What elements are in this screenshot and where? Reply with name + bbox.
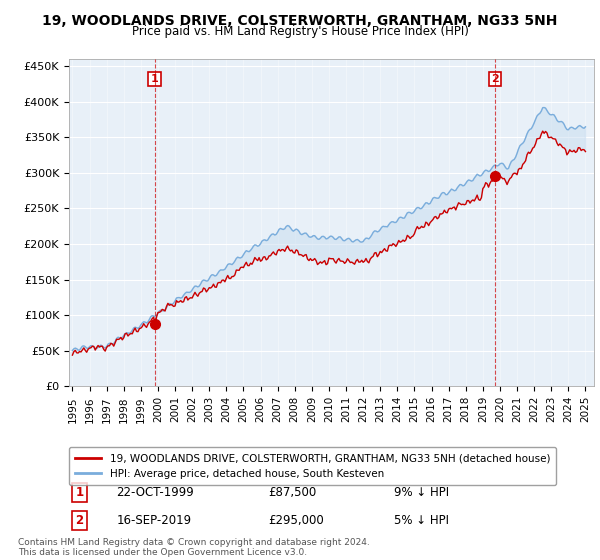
Text: Price paid vs. HM Land Registry's House Price Index (HPI): Price paid vs. HM Land Registry's House …: [131, 25, 469, 38]
Text: 1: 1: [151, 74, 158, 84]
Legend: 19, WOODLANDS DRIVE, COLSTERWORTH, GRANTHAM, NG33 5NH (detached house), HPI: Ave: 19, WOODLANDS DRIVE, COLSTERWORTH, GRANT…: [69, 447, 556, 485]
Text: £295,000: £295,000: [269, 514, 324, 527]
Text: 1: 1: [76, 487, 83, 500]
Text: 2: 2: [76, 514, 83, 527]
Text: 2: 2: [491, 74, 499, 84]
Text: £87,500: £87,500: [269, 487, 317, 500]
Text: Contains HM Land Registry data © Crown copyright and database right 2024.
This d: Contains HM Land Registry data © Crown c…: [18, 538, 370, 557]
Text: 9% ↓ HPI: 9% ↓ HPI: [395, 487, 449, 500]
Text: 5% ↓ HPI: 5% ↓ HPI: [395, 514, 449, 527]
Text: 19, WOODLANDS DRIVE, COLSTERWORTH, GRANTHAM, NG33 5NH: 19, WOODLANDS DRIVE, COLSTERWORTH, GRANT…: [43, 14, 557, 28]
Text: 22-OCT-1999: 22-OCT-1999: [116, 487, 194, 500]
Text: 16-SEP-2019: 16-SEP-2019: [116, 514, 191, 527]
